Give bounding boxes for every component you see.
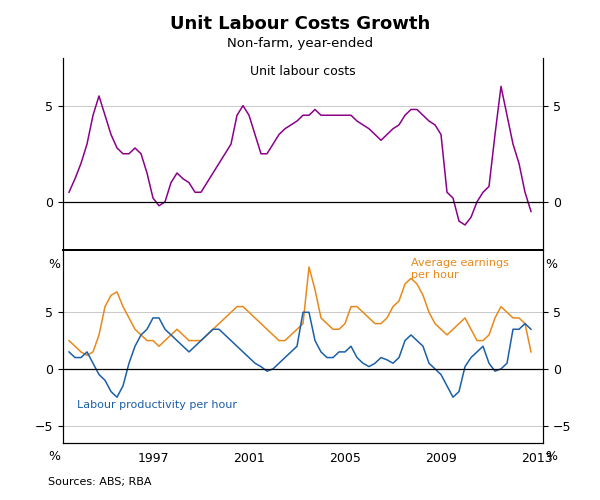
- Text: Non-farm, year-ended: Non-farm, year-ended: [227, 38, 373, 51]
- Text: Unit labour costs: Unit labour costs: [250, 65, 356, 78]
- Text: %: %: [49, 258, 61, 270]
- Text: %: %: [49, 450, 61, 463]
- Text: Labour productivity per hour: Labour productivity per hour: [77, 400, 238, 410]
- Text: Average earnings
per hour: Average earnings per hour: [411, 258, 509, 280]
- Text: Sources: ABS; RBA: Sources: ABS; RBA: [48, 478, 151, 488]
- Text: Unit Labour Costs Growth: Unit Labour Costs Growth: [170, 15, 430, 33]
- Text: %: %: [545, 450, 557, 463]
- Text: %: %: [545, 258, 557, 270]
